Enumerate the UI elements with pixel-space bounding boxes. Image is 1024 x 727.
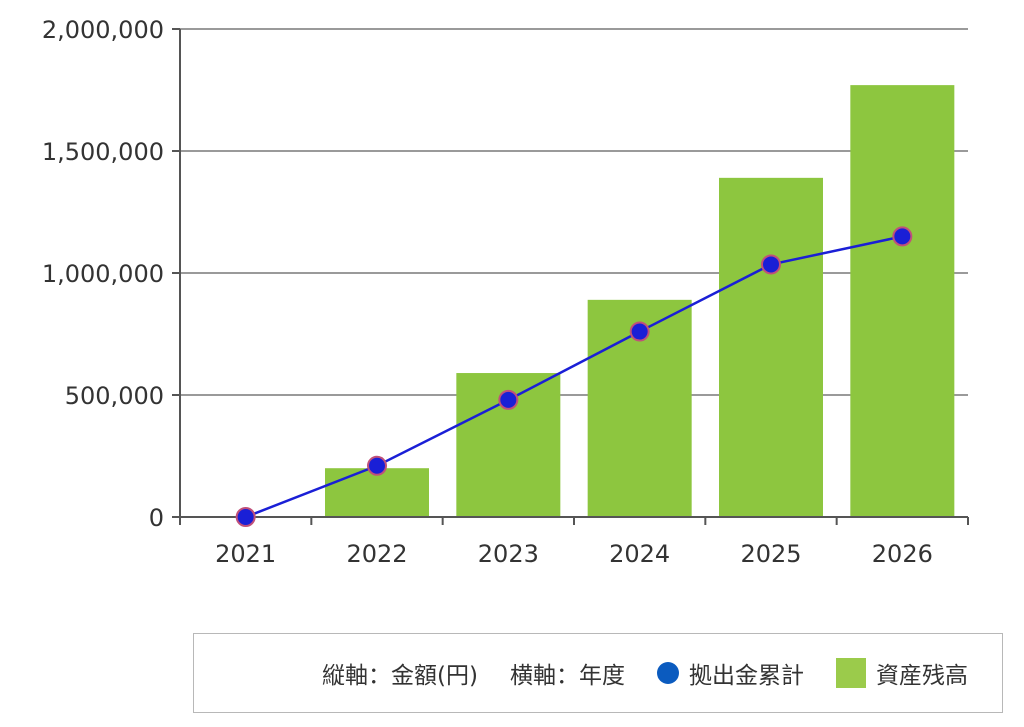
- legend-y-axis-text: 縦軸：金額(円): [322, 663, 478, 689]
- grid-lines: [180, 28, 968, 396]
- legend-line-entry: 拠出金累計: [657, 656, 804, 690]
- bar: [325, 468, 429, 517]
- x-tick-labels: 2021 2022 2023 2024 2025 2026: [215, 540, 933, 568]
- line-point: [629, 321, 650, 342]
- line-point: [892, 226, 913, 247]
- bar: [850, 85, 955, 518]
- legend: 縦軸：金額(円) 横軸：年度 拠出金累計 資産残高: [193, 633, 1003, 713]
- chart-plot: 0 500,000 1,000,000 1,500,000 2,000,000 2021…: [42, 16, 969, 568]
- line-point: [498, 389, 519, 410]
- y-tick-label: 1,000,000: [42, 260, 164, 288]
- y-tick-label: 1,500,000: [42, 138, 164, 166]
- line-path: [245, 235, 903, 519]
- legend-y-axis-note: 縦軸：金額(円): [322, 656, 478, 690]
- legend-square-icon: [836, 658, 866, 688]
- x-tick-label: 2024: [609, 540, 670, 568]
- legend-bar-entry: 資産残高: [836, 656, 968, 690]
- line-point: [761, 254, 781, 275]
- bar-series: [325, 85, 955, 518]
- x-tick-label: 2026: [872, 540, 933, 568]
- line-series: [235, 226, 913, 527]
- line-point: [367, 455, 387, 476]
- legend-bar-label: 資産残高: [876, 663, 968, 689]
- x-tick-label: 2025: [740, 540, 801, 568]
- x-tick-label: 2023: [478, 540, 539, 568]
- legend-x-axis-note: 横軸：年度: [510, 656, 625, 690]
- legend-dot-icon: [657, 662, 679, 684]
- line-point: [235, 507, 256, 527]
- y-tick-labels: 0 500,000 1,000,000 1,500,000 2,000,000: [42, 16, 164, 532]
- x-tick-label: 2022: [346, 540, 407, 568]
- x-tick-label: 2021: [215, 540, 276, 568]
- axes: [172, 28, 969, 525]
- y-tick-label: 0: [149, 504, 164, 532]
- legend-x-axis-text: 横軸：年度: [510, 663, 625, 689]
- bar: [719, 177, 823, 517]
- y-tick-label: 500,000: [65, 382, 164, 410]
- y-tick-label: 2,000,000: [42, 16, 164, 44]
- legend-line-label: 拠出金累計: [689, 663, 804, 689]
